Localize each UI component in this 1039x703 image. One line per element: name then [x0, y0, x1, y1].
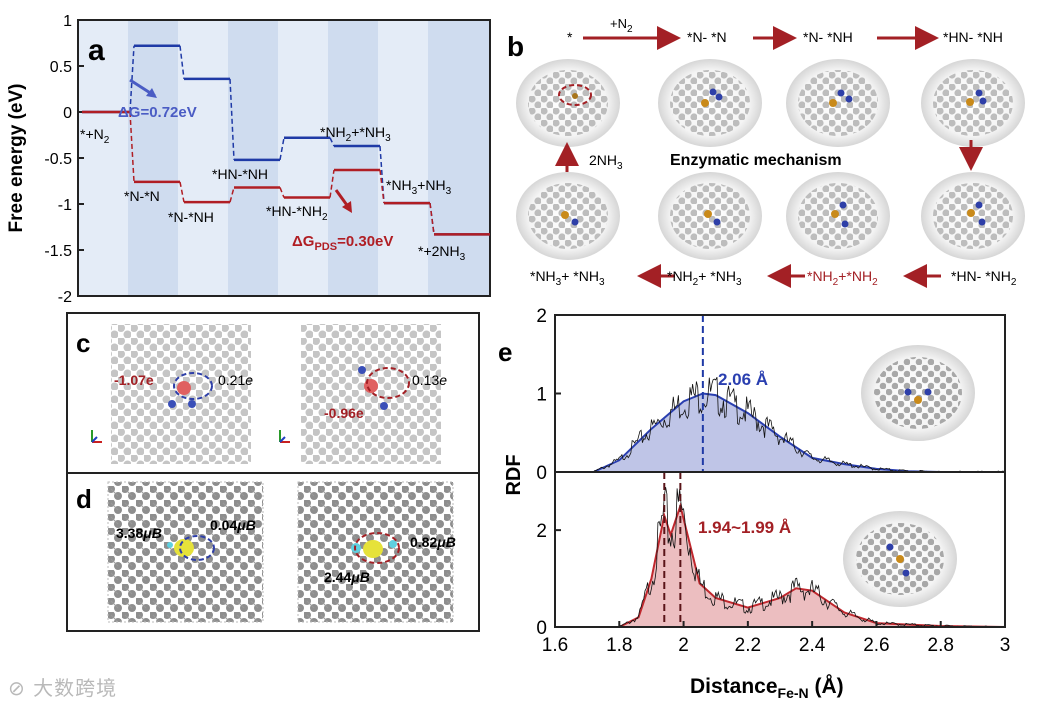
right-moment-n: 0.82μB — [410, 534, 456, 550]
x-tick-label: 2.6 — [863, 635, 889, 656]
energy-connector — [379, 145, 385, 204]
right-moment-fe: 2.44μB — [324, 569, 370, 585]
panel-a-energy-diagram: 1 0.5 0 -0.5 -1 -1.5 -2 Free energy (eV) a ΔG=… — [6, 13, 491, 306]
axis-triad-icon — [279, 430, 290, 443]
panel-d-frame — [66, 472, 480, 632]
dg-red-annotation: ΔGPDS=0.30eV — [292, 233, 393, 253]
bottom-peak-label: 1.94~1.99 Å — [698, 518, 791, 537]
rdf-area — [619, 505, 1005, 627]
y-tick-label: -0.5 — [44, 151, 72, 168]
y-tick-label: 2 — [536, 521, 547, 542]
energy-connector — [179, 181, 185, 203]
panel-d-spin-density: d 3.38μB 0.04μB 0.82μB 2.44μB — [76, 481, 456, 623]
energy-connector — [329, 169, 335, 198]
x-tick-label: 2 — [678, 635, 689, 656]
watermark: ⊘ 大数跨境 — [8, 676, 118, 700]
rdf-fit-line — [618, 502, 1006, 628]
top-state-2: *N- *N — [687, 29, 727, 45]
panel-b-label: b — [507, 31, 524, 62]
top-state-1: * — [567, 29, 573, 45]
structure-disc — [516, 172, 620, 260]
panel-c-charge-density: c -1.07e 0.21e 0.13e -0.96e — [76, 324, 447, 464]
energy-connector — [279, 187, 285, 198]
structure-disc — [921, 172, 1025, 260]
structure-disc — [516, 59, 620, 147]
right-charge-fe: -0.96e — [324, 405, 364, 421]
left-charge-n: 0.21e — [218, 372, 253, 388]
state-label-nnh: *N-*NH — [168, 209, 214, 225]
structure-disc — [658, 172, 762, 260]
y-tick-label: 0 — [63, 105, 72, 122]
right-charge-n: 0.13e — [412, 372, 447, 388]
panel-b-mechanism: b * +N2 *N- *N *N- *NH *HN- *NH 2NH3 Enz… — [507, 16, 1025, 288]
y-tick-label: 1 — [63, 13, 72, 30]
structure-disc — [786, 59, 890, 147]
x-tick-label: 1.8 — [606, 635, 632, 656]
bottom-state-1: *NH3+ *NH3 — [530, 268, 605, 288]
y-tick-label: 0 — [536, 463, 547, 484]
energy-connector — [429, 202, 435, 235]
left-moment-fe: 3.38μB — [116, 525, 162, 541]
panel-e-xlabel: DistanceFe-N (Å) — [690, 674, 844, 701]
structure-disc — [921, 59, 1025, 147]
energy-connector — [179, 45, 185, 79]
left-moment-n: 0.04μB — [210, 517, 256, 533]
panel-e-label: e — [498, 337, 512, 367]
panel-e-ylabel: RDF — [503, 454, 525, 495]
panel-c-label: c — [76, 328, 90, 358]
structure-disc — [843, 511, 957, 607]
structure-disc — [786, 172, 890, 260]
state-label-end: *+2NH3 — [418, 243, 466, 263]
energy-connector — [229, 78, 235, 160]
x-tick-label: 2.4 — [799, 635, 826, 656]
mechanism-title: Enzymatic mechanism — [670, 152, 842, 169]
left-charge-fe: -1.07e — [114, 372, 154, 388]
panel-e-rdf: e RDF 0 1 2 0 2 1.6 1.8 2 2.2 2.4 2.6 2.8 3 2.06 Å… — [498, 306, 1011, 701]
bottom-state-2: *NH2+ *NH3 — [667, 268, 742, 288]
top-state-3: *N- *NH — [803, 29, 853, 45]
state-label-nn: *N-*N — [124, 188, 160, 204]
structure-disc — [658, 59, 762, 147]
energy-connector — [129, 111, 135, 182]
dg-blue-annotation: ΔG=0.72eV — [118, 104, 197, 121]
rdf-fit-line — [593, 392, 1005, 473]
top-state-4: *HN- *NH — [943, 29, 1003, 45]
structure-disc — [861, 345, 975, 441]
x-tick-label: 2.8 — [928, 635, 954, 656]
x-tick-label: 1.6 — [542, 635, 568, 656]
panel-d-label: d — [76, 484, 92, 514]
state-label-nh3nh3: *NH3+NH3 — [386, 177, 452, 197]
energy-connector — [229, 187, 235, 203]
state-label-nh2nh3: *NH2+*NH3 — [320, 124, 391, 144]
x-tick-label: 2.2 — [735, 635, 761, 656]
y-tick-label: -1 — [58, 197, 72, 214]
top-peak-label: 2.06 Å — [718, 370, 768, 389]
bottom-state-4: *HN- *NH2 — [951, 268, 1017, 288]
release-2nh3: 2NH3 — [589, 152, 623, 172]
y-tick-label: 1 — [536, 385, 547, 406]
energy-connector — [279, 137, 285, 160]
panel-a-label: a — [88, 34, 105, 67]
panel-a-ylabel: Free energy (eV) — [6, 84, 27, 233]
energy-connector — [379, 169, 385, 204]
energy-connector — [129, 45, 135, 113]
y-tick-label: 0 — [536, 618, 547, 639]
y-tick-label: -2 — [58, 289, 72, 306]
state-label-hnnh: *HN-*NH — [212, 166, 268, 182]
y-tick-label: 0.5 — [50, 59, 72, 76]
axis-triad-icon — [91, 430, 102, 443]
x-tick-label: 3 — [1000, 635, 1011, 656]
rdf-area — [593, 393, 1005, 472]
energy-connector — [329, 137, 335, 147]
y-tick-label: -1.5 — [44, 243, 72, 260]
n2-label: +N2 — [610, 16, 633, 35]
state-label-start: *+N2 — [80, 126, 110, 146]
y-tick-label: 2 — [536, 306, 547, 327]
bottom-state-3: *NH2+*NH2 — [807, 268, 878, 288]
state-label-hnnh2: *HN-*NH2 — [266, 203, 328, 223]
